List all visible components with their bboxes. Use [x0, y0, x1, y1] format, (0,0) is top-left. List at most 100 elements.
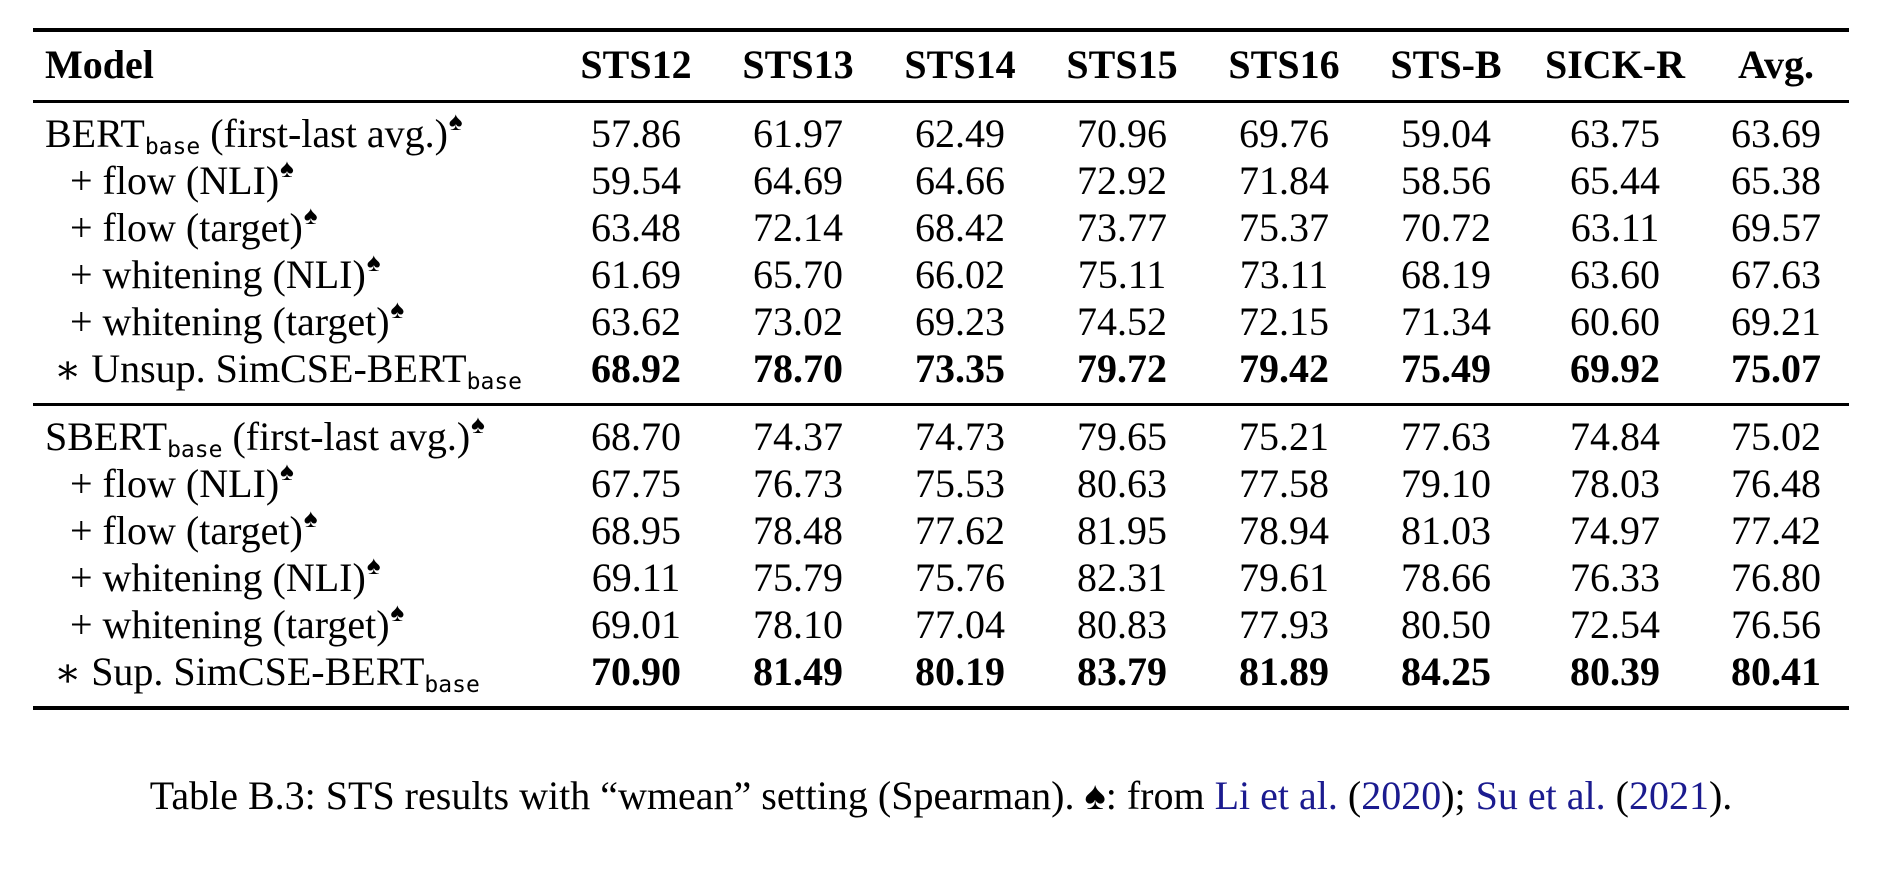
model-subscript: base — [466, 369, 523, 395]
spade-icon: ♠ — [366, 248, 381, 277]
value-cell: 76.73 — [753, 461, 843, 506]
value-cell: 75.76 — [915, 555, 1005, 600]
table-row: + flow (target)♠ 68.95 78.48 77.62 81.95 78.9… — [33, 506, 1849, 554]
model-subscript: base — [144, 134, 201, 160]
value-cell: 84.25 — [1401, 649, 1491, 694]
value-cell: 78.70 — [753, 346, 843, 391]
value-cell: 74.97 — [1570, 508, 1660, 553]
value-cell: 65.44 — [1570, 158, 1660, 203]
value-cell: 63.75 — [1570, 111, 1660, 156]
value-cell: 68.70 — [591, 414, 681, 459]
value-cell: 66.02 — [915, 252, 1005, 297]
value-cell: 77.58 — [1239, 461, 1329, 506]
column-header-sts-b: STS-B — [1390, 42, 1502, 87]
value-cell: 57.86 — [591, 111, 681, 156]
table-row: BERTbase (first-last avg.)♠ 57.86 61.97 62.… — [33, 102, 1849, 160]
value-cell: 77.42 — [1731, 508, 1821, 553]
citation-link[interactable]: Li et al. — [1214, 773, 1338, 818]
value-cell: 76.33 — [1570, 555, 1660, 600]
value-cell: 83.79 — [1077, 649, 1167, 694]
value-cell: 75.02 — [1731, 414, 1821, 459]
value-cell: 81.03 — [1401, 508, 1491, 553]
value-cell: 75.37 — [1239, 205, 1329, 250]
model-cell: + flow (target)♠ — [70, 201, 318, 251]
model-cell: + whitening (NLI)♠ — [70, 248, 381, 298]
spade-icon: ♠ — [366, 551, 381, 580]
table-row: + whitening (target)♠ 63.62 73.02 69.23 74.5… — [33, 297, 1849, 345]
value-cell: 61.97 — [753, 111, 843, 156]
value-cell: 72.15 — [1239, 299, 1329, 344]
model-subscript: base — [167, 437, 223, 463]
value-cell: 68.95 — [591, 508, 681, 553]
value-cell: 79.10 — [1401, 461, 1491, 506]
value-cell: 74.37 — [753, 414, 843, 459]
table-caption: Table B.3: STS results with “wmean” sett… — [33, 772, 1849, 820]
value-cell: 73.35 — [915, 346, 1005, 391]
model-cell: ∗ Sup. SimCSE-BERTbase — [54, 649, 480, 698]
value-cell: 77.63 — [1401, 414, 1491, 459]
value-cell: 63.48 — [591, 205, 681, 250]
value-cell: 68.19 — [1401, 252, 1491, 297]
value-cell: 70.90 — [591, 649, 681, 694]
column-header-sts16: STS16 — [1228, 42, 1340, 87]
value-cell: 67.75 — [591, 461, 681, 506]
table-row: SBERTbase (first-last avg.)♠ 68.70 74.37 74… — [33, 405, 1849, 463]
value-cell: 75.49 — [1401, 346, 1491, 391]
model-cell: SBERTbase (first-last avg.)♠ — [45, 410, 485, 463]
caption-text: ); — [1441, 773, 1476, 818]
caption-text: ( — [1605, 773, 1629, 818]
value-cell: 77.04 — [915, 602, 1005, 647]
column-header-sts15: STS15 — [1066, 42, 1178, 87]
table-row: ∗ Sup. SimCSE-BERTbase 70.90 81.49 80.19 83.7… — [33, 648, 1849, 708]
value-cell: 80.83 — [1077, 602, 1167, 647]
column-header-avg-: Avg. — [1738, 42, 1814, 87]
value-cell: 75.53 — [915, 461, 1005, 506]
citation-link[interactable]: 2020 — [1361, 773, 1442, 818]
value-cell: 75.21 — [1239, 414, 1329, 459]
table-section-supervised: SBERTbase (first-last avg.)♠ 68.70 74.37 74… — [33, 405, 1849, 708]
spade-icon: ♠ — [390, 598, 405, 627]
value-cell: 78.03 — [1570, 461, 1660, 506]
citation-link[interactable]: Su et al. — [1475, 773, 1606, 818]
value-cell: 73.77 — [1077, 205, 1167, 250]
column-header-sts12: STS12 — [580, 42, 692, 87]
caption-text: ). — [1708, 773, 1733, 818]
value-cell: 72.14 — [753, 205, 843, 250]
value-cell: 70.72 — [1401, 205, 1491, 250]
spade-icon: ♠ — [471, 410, 485, 439]
value-cell: 59.54 — [591, 158, 681, 203]
value-cell: 65.70 — [753, 252, 843, 297]
spade-icon: ♠ — [280, 154, 294, 183]
value-cell: 62.49 — [915, 111, 1005, 156]
value-cell: 76.80 — [1731, 555, 1821, 600]
table-header-row: Model STS12 STS13 STS14 STS15 STS16 STS-B SICK-… — [33, 30, 1849, 102]
model-cell: + flow (NLI)♠ — [70, 457, 294, 507]
citation-link[interactable]: 2021 — [1628, 773, 1709, 818]
value-cell: 77.62 — [915, 508, 1005, 553]
results-table-wrap: Model STS12 STS13 STS14 STS15 STS16 STS-B SICK-… — [33, 28, 1849, 710]
value-cell: 72.54 — [1570, 602, 1660, 647]
results-table: Model STS12 STS13 STS14 STS15 STS16 STS-B SICK-… — [33, 28, 1849, 710]
spade-icon: ♠ — [280, 457, 294, 486]
value-cell: 63.60 — [1570, 252, 1660, 297]
value-cell: 78.66 — [1401, 555, 1491, 600]
value-cell: 79.72 — [1077, 346, 1167, 391]
model-cell: + flow (NLI)♠ — [70, 154, 294, 204]
value-cell: 73.11 — [1239, 252, 1329, 297]
value-cell: 64.66 — [915, 158, 1005, 203]
value-cell: 72.92 — [1077, 158, 1167, 203]
caption-text: Table B.3: STS results with “wmean” sett… — [149, 773, 1215, 818]
asterisk-marker: ∗ — [54, 650, 82, 695]
value-cell: 78.10 — [753, 602, 843, 647]
column-header-sick-r: SICK-R — [1544, 42, 1686, 87]
value-cell: 74.84 — [1570, 414, 1660, 459]
value-cell: 78.48 — [753, 508, 843, 553]
table-row: + whitening (NLI)♠ 61.69 65.70 66.02 75.11 73… — [33, 248, 1849, 298]
value-cell: 81.95 — [1077, 508, 1167, 553]
value-cell: 80.41 — [1731, 649, 1821, 694]
value-cell: 74.73 — [915, 414, 1005, 459]
value-cell: 75.79 — [753, 555, 843, 600]
column-header-model: Model — [45, 42, 154, 87]
value-cell: 79.42 — [1239, 346, 1329, 391]
caption-text: ( — [1337, 773, 1362, 818]
